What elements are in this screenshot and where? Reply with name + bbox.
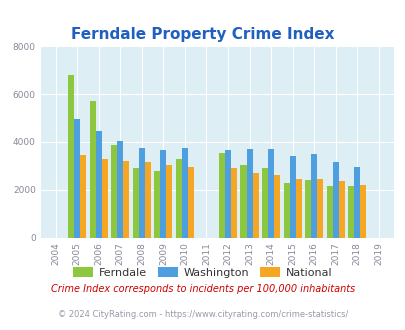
Bar <box>246 149 252 238</box>
Bar <box>224 150 230 238</box>
Bar <box>273 176 279 238</box>
Bar <box>289 156 295 238</box>
Bar <box>332 162 338 238</box>
Bar <box>117 141 123 238</box>
Bar <box>252 173 258 238</box>
Bar <box>218 153 224 238</box>
Text: Crime Index corresponds to incidents per 100,000 inhabitants: Crime Index corresponds to incidents per… <box>51 284 354 294</box>
Text: Ferndale Property Crime Index: Ferndale Property Crime Index <box>71 27 334 42</box>
Bar <box>80 155 86 238</box>
Bar <box>326 186 332 238</box>
Bar <box>74 119 80 238</box>
Bar <box>139 148 145 238</box>
Legend: Ferndale, Washington, National: Ferndale, Washington, National <box>69 263 336 282</box>
Bar <box>267 149 273 238</box>
Bar <box>123 161 129 238</box>
Bar <box>353 167 359 238</box>
Bar <box>102 159 108 238</box>
Bar <box>132 168 139 238</box>
Bar <box>316 179 322 238</box>
Bar <box>90 101 96 238</box>
Bar <box>188 167 194 238</box>
Bar <box>160 150 166 238</box>
Bar <box>230 168 237 238</box>
Bar <box>175 159 181 238</box>
Bar <box>154 171 160 238</box>
Bar <box>181 148 188 238</box>
Bar <box>145 162 151 238</box>
Bar <box>111 146 117 238</box>
Bar <box>338 181 344 238</box>
Bar <box>166 165 172 238</box>
Bar <box>310 154 316 238</box>
Bar <box>359 185 365 238</box>
Bar <box>347 186 353 238</box>
Bar <box>261 168 267 238</box>
Bar <box>304 180 310 238</box>
Bar <box>295 179 301 238</box>
Bar <box>283 182 289 238</box>
Bar <box>240 165 246 238</box>
Text: © 2024 CityRating.com - https://www.cityrating.com/crime-statistics/: © 2024 CityRating.com - https://www.city… <box>58 310 347 319</box>
Bar <box>96 131 102 238</box>
Bar <box>68 75 74 238</box>
